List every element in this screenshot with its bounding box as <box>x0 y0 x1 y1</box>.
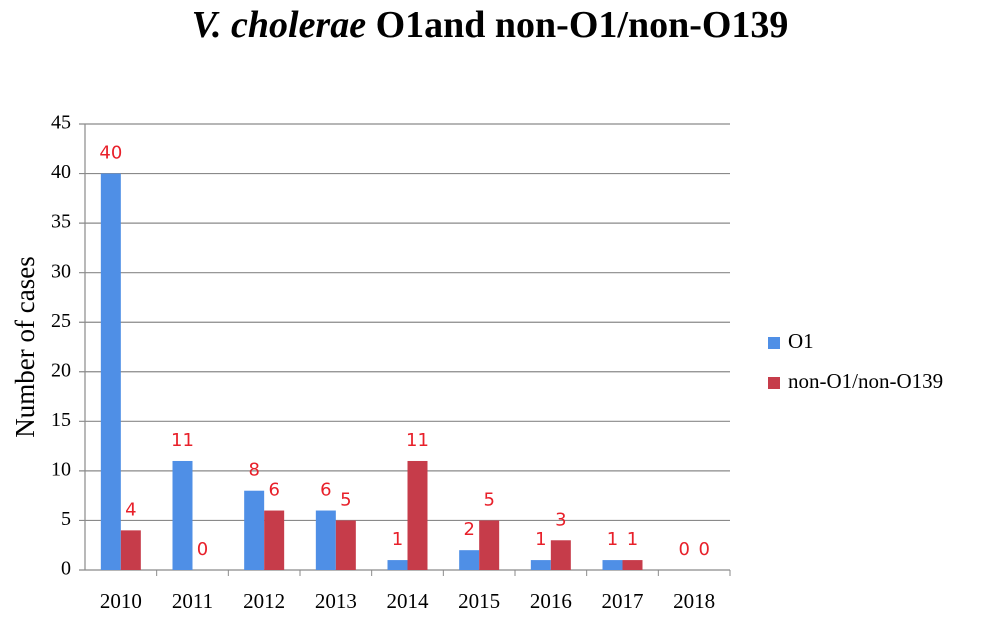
x-tick-label: 2016 <box>530 589 572 613</box>
y-tick-label: 10 <box>51 458 71 480</box>
y-tick-label: 15 <box>51 409 71 431</box>
bar <box>407 460 428 570</box>
x-tick-label: 2014 <box>387 589 430 613</box>
data-label: 1 <box>607 529 618 550</box>
legend-swatch <box>768 377 780 389</box>
bar <box>100 173 121 571</box>
bar <box>315 510 336 570</box>
bar <box>602 560 623 570</box>
bar <box>530 560 551 570</box>
data-label: 2 <box>463 519 474 540</box>
y-tick-label: 25 <box>51 310 71 332</box>
bar <box>335 520 356 570</box>
data-label: 0 <box>678 539 689 560</box>
x-tick-label: 2013 <box>315 589 357 613</box>
data-label: 40 <box>99 143 122 164</box>
bar <box>622 560 643 570</box>
bar <box>120 530 141 570</box>
data-label: 5 <box>483 489 494 510</box>
bar <box>387 560 408 570</box>
x-tick-label: 2012 <box>243 589 285 613</box>
chart-title: V. cholerae O1and non-O1/non-O139 <box>192 4 789 46</box>
data-label: 6 <box>268 480 279 501</box>
x-tick-label: 2011 <box>172 589 213 613</box>
y-tick-label: 45 <box>51 112 71 134</box>
y-tick-label: 5 <box>61 508 71 530</box>
title-rest: O1and non-O1/non-O139 <box>376 4 789 46</box>
x-tick-label: 2015 <box>458 589 500 613</box>
bar <box>244 490 265 570</box>
data-label: 4 <box>125 499 136 520</box>
legend-swatch <box>768 337 780 349</box>
y-tick-label: 40 <box>51 161 71 183</box>
bar <box>459 550 480 570</box>
data-label: 0 <box>197 539 208 560</box>
title-italic: V. cholerae <box>192 4 367 46</box>
x-tick-label: 2018 <box>673 589 715 613</box>
legend-label: O1 <box>788 329 814 353</box>
data-label: 0 <box>698 539 709 560</box>
data-label: 1 <box>535 529 546 550</box>
bar <box>172 460 193 570</box>
data-label: 11 <box>171 430 194 451</box>
y-tick-label: 0 <box>61 558 71 580</box>
y-tick-label: 20 <box>51 359 71 381</box>
y-axis-label: Number of cases <box>10 256 40 437</box>
y-tick-label: 30 <box>51 260 71 282</box>
data-label: 11 <box>406 430 429 451</box>
bar <box>264 510 285 570</box>
x-tick-label: 2017 <box>602 589 644 613</box>
bar <box>479 520 500 570</box>
x-tick-label: 2010 <box>100 589 142 613</box>
y-tick-label: 35 <box>51 211 71 233</box>
bar <box>550 540 571 570</box>
data-label: 8 <box>248 460 259 481</box>
data-label: 6 <box>320 480 331 501</box>
data-label: 1 <box>627 529 638 550</box>
data-label: 5 <box>340 489 351 510</box>
data-label: 3 <box>555 509 566 530</box>
data-label: 1 <box>392 529 403 550</box>
legend-label: non-O1/non-O139 <box>788 369 943 393</box>
